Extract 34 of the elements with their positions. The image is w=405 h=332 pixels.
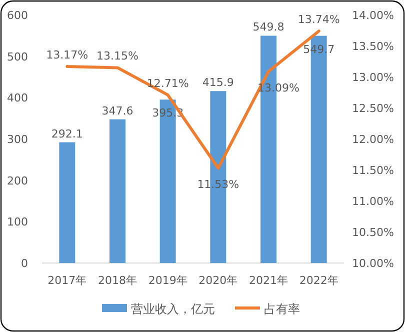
y2-tick-label: 13.00% xyxy=(352,71,394,84)
x-tick-label: 2017年 xyxy=(48,274,87,287)
data-label: 292.1 xyxy=(51,127,83,140)
y2-tick-label: 10.50% xyxy=(352,226,394,239)
x-tick-label: 2022年 xyxy=(299,274,338,287)
y2-tick-label: 11.00% xyxy=(352,195,394,208)
y2-tick-label: 12.50% xyxy=(352,102,394,115)
data-label: 415.9 xyxy=(202,76,234,90)
data-label: 12.71% xyxy=(146,76,189,90)
legend-label: 营业收入，亿元 xyxy=(131,302,215,316)
y2-tick-label: 14.00% xyxy=(352,9,394,22)
y2-tick-label: 11.50% xyxy=(352,164,394,177)
data-label: 13.15% xyxy=(96,50,138,63)
y-tick-label: 600 xyxy=(7,9,28,22)
y-tick-label: 100 xyxy=(7,216,28,229)
x-tick-label: 2019年 xyxy=(148,274,188,287)
y2-tick-label: 13.50% xyxy=(352,40,394,53)
x-tick-label: 2021年 xyxy=(249,274,288,287)
data-label: 347.6 xyxy=(102,104,134,118)
y-tick-label: 200 xyxy=(7,174,28,188)
bar xyxy=(110,119,126,263)
y2-tick-label: 10.00% xyxy=(352,257,394,270)
data-label: 13.74% xyxy=(298,13,340,26)
bar xyxy=(59,142,76,263)
data-label: 13.17% xyxy=(46,48,88,62)
x-tick-label: 2018年 xyxy=(98,274,137,287)
y-tick-label: 300 xyxy=(7,133,28,146)
y-tick-label: 0 xyxy=(21,257,28,270)
y-tick-label: 500 xyxy=(7,50,28,64)
y2-tick-label: 12.00% xyxy=(352,133,394,146)
x-tick-label: 2020年 xyxy=(198,274,238,287)
y-tick-label: 400 xyxy=(7,92,28,105)
data-label: 549.8 xyxy=(252,20,284,34)
legend-label: 占有率 xyxy=(264,302,300,316)
